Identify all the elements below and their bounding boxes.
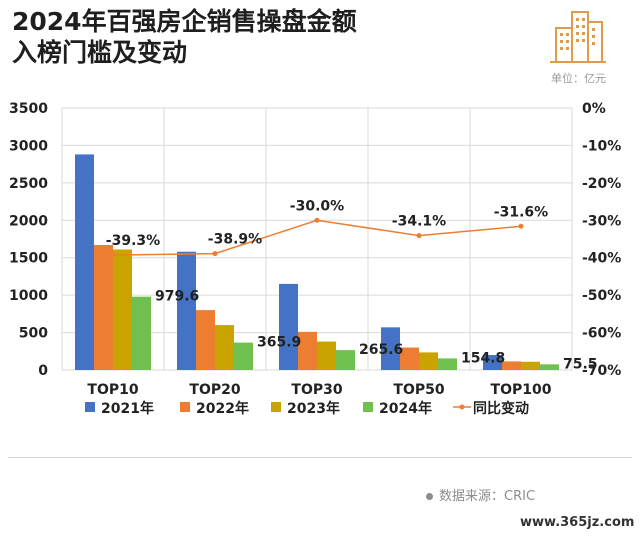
bar xyxy=(419,352,438,370)
x-tick-label: TOP30 xyxy=(291,382,342,398)
x-tick-label: TOP100 xyxy=(491,382,552,398)
bar xyxy=(215,325,234,370)
source-text: 数据来源：CRIC xyxy=(439,489,536,504)
y-right-tick-label: -50% xyxy=(582,288,621,304)
y-right-tick-label: -30% xyxy=(582,213,621,229)
bar xyxy=(279,283,298,370)
chart-title: 2024年百强房企销售操盘金额 入榜门槛及变动 xyxy=(12,6,357,68)
y-left-tick-label: 2000 xyxy=(9,213,48,229)
bar xyxy=(540,364,559,370)
legend-label: 2021年 xyxy=(101,400,154,417)
bar xyxy=(298,331,317,370)
yoy-label: -38.9% xyxy=(208,232,262,248)
legend-label: 2023年 xyxy=(287,400,340,417)
bar xyxy=(502,361,521,370)
chart-svg: 979.6 365.9 265.6 154.8 75.5 -39.3% -38.9% -30.… xyxy=(9,101,621,417)
y-left-tick-label: 2500 xyxy=(9,176,48,192)
legend-swatch xyxy=(85,402,95,412)
data-label-2024: 75.5 xyxy=(563,356,598,372)
x-tick-label: TOP50 xyxy=(393,382,444,398)
yoy-point xyxy=(212,251,218,257)
y-right-tick-label: 0% xyxy=(582,101,606,117)
legend-swatch xyxy=(180,402,190,412)
legend-swatch xyxy=(271,402,281,412)
bullet-icon xyxy=(426,493,433,500)
data-label-2024: 365.9 xyxy=(257,335,301,351)
legend-label: 同比变动 xyxy=(473,400,529,417)
bar xyxy=(438,358,457,370)
unit-label: 单位：亿元 xyxy=(551,72,606,85)
bar xyxy=(177,251,196,370)
data-label-2024: 979.6 xyxy=(155,289,199,305)
y-left-tick-label: 500 xyxy=(19,326,48,342)
data-label-2024: 154.8 xyxy=(461,350,505,366)
chart: 979.6 365.9 265.6 154.8 75.5 -39.3% -38.9% -30.… xyxy=(0,94,640,444)
source-note: 数据来源：CRIC xyxy=(426,485,535,504)
title-line-1: 2024年百强房企销售操盘金额 xyxy=(12,7,357,36)
bar xyxy=(381,327,400,370)
y-left-tick-label: 0 xyxy=(38,363,48,379)
bar xyxy=(336,350,355,370)
axes: 0 500 1000 1500 2000 2500 3000 3500 0% -10% -20% -3… xyxy=(9,101,621,398)
y-left-tick-label: 3500 xyxy=(9,101,48,117)
divider xyxy=(8,457,632,458)
data-label-2024: 265.6 xyxy=(359,342,403,358)
bar xyxy=(132,296,151,370)
yoy-label: -31.6% xyxy=(494,204,548,220)
grid xyxy=(61,107,573,371)
legend-swatch xyxy=(363,402,373,412)
yoy-point xyxy=(110,252,116,258)
y-right-tick-label: -10% xyxy=(582,138,621,154)
yoy-label: -34.1% xyxy=(392,214,446,230)
bar xyxy=(317,341,336,370)
bar xyxy=(521,361,540,370)
bar xyxy=(75,154,94,370)
yoy-label: -30.0% xyxy=(290,198,344,214)
y-left-tick-label: 1500 xyxy=(9,251,48,267)
y-right-tick-label: -20% xyxy=(582,176,621,192)
building-icon xyxy=(546,6,608,70)
data-labels: 979.6 365.9 265.6 154.8 75.5 -39.3% -38.9% -30.… xyxy=(106,198,598,372)
legend-label: 2022年 xyxy=(196,400,249,417)
watermark-url: www.365jz.com xyxy=(520,515,635,530)
bar xyxy=(196,310,215,370)
yoy-point xyxy=(314,217,320,223)
bar xyxy=(94,244,113,370)
legend: 2021年 2022年 2023年 2024年 同比变动 xyxy=(85,400,529,417)
yoy-point xyxy=(416,233,422,239)
y-right-tick-label: -60% xyxy=(582,326,621,342)
bar xyxy=(400,347,419,370)
y-right-tick-label: -40% xyxy=(582,251,621,267)
bar xyxy=(483,355,502,370)
title-line-2: 入榜门槛及变动 xyxy=(12,38,188,67)
bars xyxy=(75,154,559,370)
y-left-tick-label: 3000 xyxy=(9,138,48,154)
x-tick-label: TOP20 xyxy=(189,382,240,398)
bar xyxy=(234,342,253,370)
yoy-line-path xyxy=(112,219,522,256)
yoy-point xyxy=(518,223,524,229)
y-right-tick-label: -70% xyxy=(582,363,621,379)
yoy-label: -39.3% xyxy=(106,233,160,249)
legend-swatch-dot xyxy=(459,404,465,410)
y-left-tick-label: 1000 xyxy=(9,288,48,304)
bar xyxy=(113,249,132,370)
legend-label: 2024年 xyxy=(379,400,432,417)
yoy-line xyxy=(110,217,524,258)
x-tick-label: TOP10 xyxy=(87,382,138,398)
